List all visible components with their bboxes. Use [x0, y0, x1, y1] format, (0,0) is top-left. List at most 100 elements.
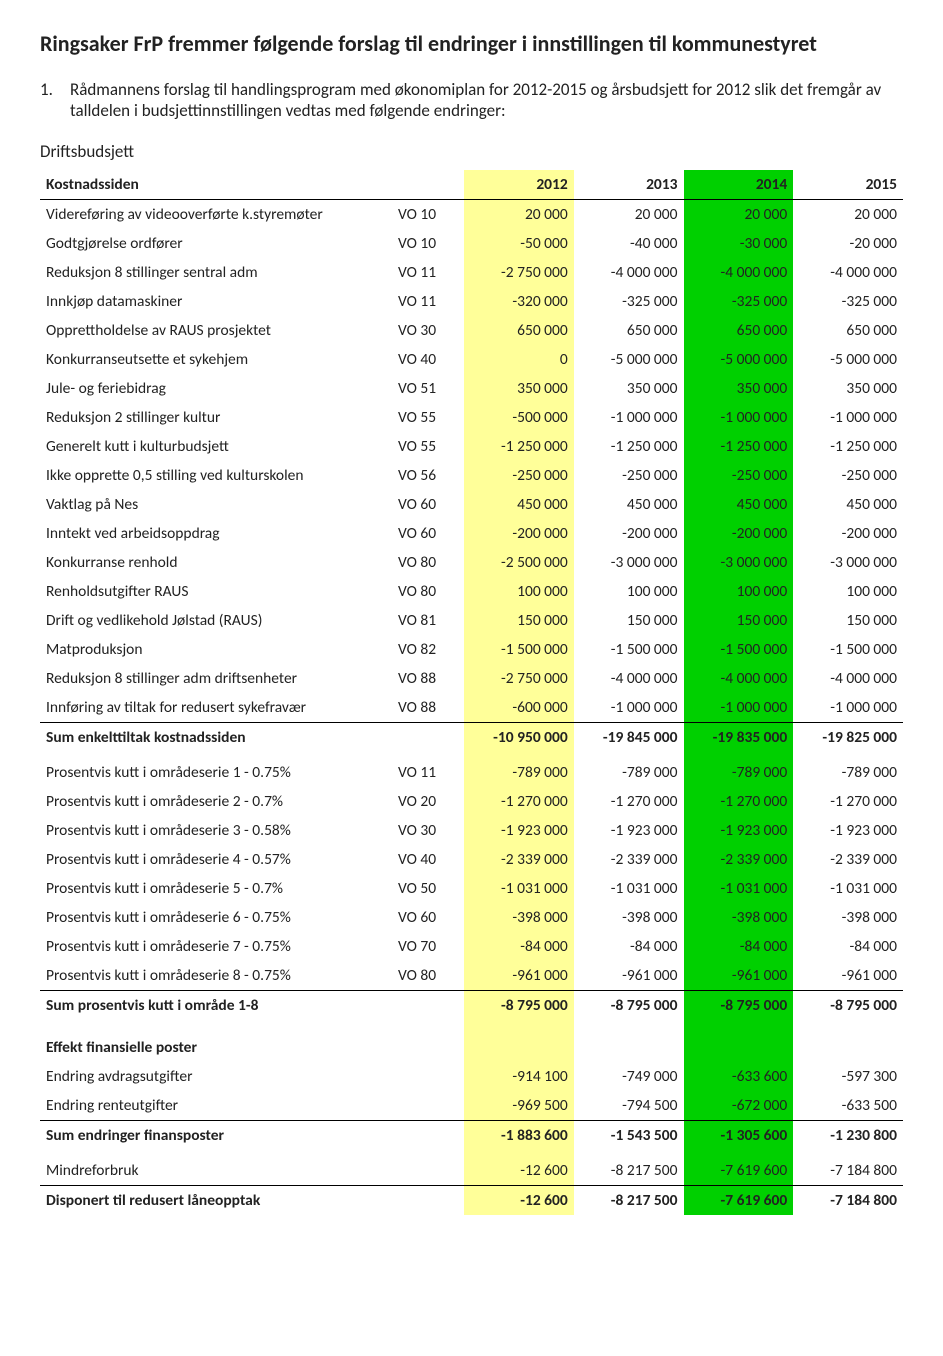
- row-val-2012: -600 000: [464, 693, 574, 723]
- col-2015: 2015: [793, 170, 903, 200]
- row-val-2013: -325 000: [574, 287, 684, 316]
- row-val-2012: -969 500: [464, 1091, 574, 1121]
- row-val-2014: -325 000: [684, 287, 794, 316]
- table-row: Innføring av tiltak for redusert sykefra…: [40, 693, 903, 723]
- table-row: Endring avdragsutgifter-914 100-749 000-…: [40, 1062, 903, 1091]
- row-val-2012: -50 000: [464, 229, 574, 258]
- row-label: Prosentvis kutt i områdeserie 6 - 0.75%: [40, 903, 392, 932]
- row-label: Prosentvis kutt i områdeserie 5 - 0.7%: [40, 874, 392, 903]
- table-row: Inntekt ved arbeidsoppdragVO 60-200 000-…: [40, 519, 903, 548]
- row-val-2013: -8 217 500: [574, 1156, 684, 1186]
- table-row: Prosentvis kutt i områdeserie 3 - 0.58%V…: [40, 816, 903, 845]
- sum-val: -8 795 000: [464, 990, 574, 1020]
- row-val-2012: -1 500 000: [464, 635, 574, 664]
- row-val-2015: -789 000: [793, 758, 903, 787]
- row-label: Jule- og feriebidrag: [40, 374, 392, 403]
- row-label: Reduksjon 8 stillinger sentral adm: [40, 258, 392, 287]
- row-label: Drift og vedlikehold Jølstad (RAUS): [40, 606, 392, 635]
- sum-val: -1 230 800: [793, 1120, 903, 1150]
- sum-val: -1 543 500: [574, 1120, 684, 1150]
- sum-val: -8 795 000: [793, 990, 903, 1020]
- row-code: VO 80: [392, 548, 464, 577]
- row-val-2012: -2 339 000: [464, 845, 574, 874]
- row-val-2012: -500 000: [464, 403, 574, 432]
- row-val-2013: -250 000: [574, 461, 684, 490]
- row-val-2013: -1 031 000: [574, 874, 684, 903]
- row-val-2015: -325 000: [793, 287, 903, 316]
- row-val-2012: 350 000: [464, 374, 574, 403]
- sum-label: Sum endringer finansposter: [40, 1120, 392, 1150]
- row-code: VO 88: [392, 693, 464, 723]
- row-val-2013: -200 000: [574, 519, 684, 548]
- row-val-2014: -4 000 000: [684, 258, 794, 287]
- row-label: Innføring av tiltak for redusert sykefra…: [40, 693, 392, 723]
- table-row: Godtgjørelse ordførerVO 10-50 000-40 000…: [40, 229, 903, 258]
- row-val-2012: -1 270 000: [464, 787, 574, 816]
- row-label: Ikke opprette 0,5 stilling ved kultursko…: [40, 461, 392, 490]
- row-val-2013: -3 000 000: [574, 548, 684, 577]
- row-val-2013: -1 000 000: [574, 693, 684, 723]
- final-row: Disponert til redusert låneopptak -12 60…: [40, 1185, 903, 1215]
- row-val-2014: 350 000: [684, 374, 794, 403]
- row-label: Prosentvis kutt i områdeserie 7 - 0.75%: [40, 932, 392, 961]
- row-val-2012: -1 923 000: [464, 816, 574, 845]
- row-val-2012: -398 000: [464, 903, 574, 932]
- row-val-2014: -30 000: [684, 229, 794, 258]
- row-val-2015: -1 000 000: [793, 403, 903, 432]
- row-label: Konkurranseutsette et sykehjem: [40, 345, 392, 374]
- row-val-2012: -961 000: [464, 961, 574, 991]
- final-val: -7 619 600: [684, 1185, 794, 1215]
- row-val-2013: -794 500: [574, 1091, 684, 1121]
- row-val-2014: -672 000: [684, 1091, 794, 1121]
- table-row: Ikke opprette 0,5 stilling ved kultursko…: [40, 461, 903, 490]
- sum-row-2: Sum prosentvis kutt i område 1-8 -8 795 …: [40, 990, 903, 1020]
- sum-val: -8 795 000: [684, 990, 794, 1020]
- row-label: Vaktlag på Nes: [40, 490, 392, 519]
- row-val-2012: 100 000: [464, 577, 574, 606]
- row-code: VO 11: [392, 258, 464, 287]
- final-val: -7 184 800: [793, 1185, 903, 1215]
- row-val-2014: -2 339 000: [684, 845, 794, 874]
- row-code: VO 82: [392, 635, 464, 664]
- row-val-2013: 650 000: [574, 316, 684, 345]
- row-label: Endring renteutgifter: [40, 1091, 392, 1121]
- row-val-2014: -1 250 000: [684, 432, 794, 461]
- row-label: Mindreforbruk: [40, 1156, 392, 1186]
- row-label: Reduksjon 2 stillinger kultur: [40, 403, 392, 432]
- row-code: VO 56: [392, 461, 464, 490]
- sum-row-3: Sum endringer finansposter -1 883 600 -1…: [40, 1120, 903, 1150]
- row-val-2014: -200 000: [684, 519, 794, 548]
- row-val-2014: -5 000 000: [684, 345, 794, 374]
- row-val-2015: -7 184 800: [793, 1156, 903, 1186]
- table-row: Prosentvis kutt i områdeserie 8 - 0.75%V…: [40, 961, 903, 991]
- row-code: VO 55: [392, 403, 464, 432]
- row-val-2015: 20 000: [793, 199, 903, 229]
- col-label: Kostnadssiden: [40, 170, 392, 200]
- row-label: Matproduksjon: [40, 635, 392, 664]
- row-val-2013: -4 000 000: [574, 258, 684, 287]
- row-val-2015: -84 000: [793, 932, 903, 961]
- row-val-2014: -3 000 000: [684, 548, 794, 577]
- row-val-2013: -1 000 000: [574, 403, 684, 432]
- row-val-2012: 650 000: [464, 316, 574, 345]
- section3-title: Effekt finansielle poster: [40, 1026, 903, 1062]
- table-row: Konkurranse renholdVO 80-2 500 000-3 000…: [40, 548, 903, 577]
- list-number: 1.: [40, 79, 70, 121]
- row-label: Renholdsutgifter RAUS: [40, 577, 392, 606]
- table-row: MatproduksjonVO 82-1 500 000-1 500 000-1…: [40, 635, 903, 664]
- budget-table: Kostnadssiden 2012 2013 2014 2015 Videre…: [40, 170, 903, 1215]
- row-val-2015: -961 000: [793, 961, 903, 991]
- col-2014: 2014: [684, 170, 794, 200]
- row-val-2014: -84 000: [684, 932, 794, 961]
- row-val-2014: -1 500 000: [684, 635, 794, 664]
- row-val-2015: -200 000: [793, 519, 903, 548]
- row-val-2015: -1 923 000: [793, 816, 903, 845]
- row-code: [392, 1156, 464, 1186]
- row-val-2013: -2 339 000: [574, 845, 684, 874]
- row-val-2014: 450 000: [684, 490, 794, 519]
- row-val-2013: -1 250 000: [574, 432, 684, 461]
- row-val-2013: -789 000: [574, 758, 684, 787]
- table-row: Renholdsutgifter RAUSVO 80100 000100 000…: [40, 577, 903, 606]
- row-val-2015: 450 000: [793, 490, 903, 519]
- row-label: Videreføring av videooverførte k.styremø…: [40, 199, 392, 229]
